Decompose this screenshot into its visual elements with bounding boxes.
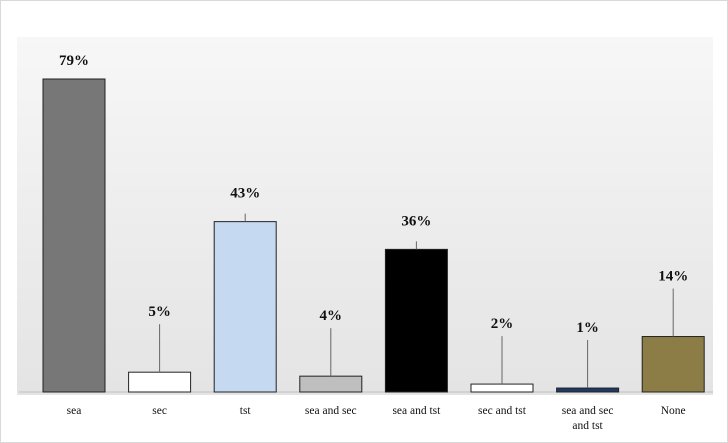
bar-group: 5% sec <box>128 304 192 417</box>
bar-group: 1% sea and sec and tst <box>556 320 620 432</box>
bar <box>641 336 705 393</box>
bar-group: 43% tst <box>213 186 277 417</box>
bar <box>299 375 363 393</box>
data-label: 36% <box>401 213 431 229</box>
bar <box>213 221 277 393</box>
data-label: 14% <box>658 269 688 285</box>
bar-group: 36% sea and tst <box>384 213 448 417</box>
category-label: None <box>661 405 686 417</box>
bar-group: 79% sea <box>42 53 106 417</box>
bar <box>470 383 534 393</box>
category-label: and tst <box>572 420 603 432</box>
category-label: sea <box>67 405 82 417</box>
category-label: sea and tst <box>392 405 441 417</box>
data-label: 5% <box>148 304 171 320</box>
category-label: tst <box>240 405 252 417</box>
data-label: 1% <box>576 320 599 336</box>
bar <box>128 371 192 393</box>
data-label: 43% <box>230 186 260 202</box>
bar <box>556 387 620 393</box>
data-label: 4% <box>320 308 343 324</box>
bar-group: 2% sec and tst <box>470 316 534 417</box>
bar-group: 14% None <box>641 269 705 417</box>
bar <box>384 248 448 393</box>
plot-area <box>17 37 713 395</box>
category-label: sea and sec <box>305 405 357 417</box>
data-label: 2% <box>491 316 514 332</box>
category-label: sec and tst <box>478 405 527 417</box>
bar-group: 4% sea and sec <box>299 308 363 417</box>
category-label: sea and sec <box>562 405 614 417</box>
category-label: sec <box>152 405 167 417</box>
data-label: 79% <box>59 53 89 69</box>
bar <box>42 78 106 393</box>
